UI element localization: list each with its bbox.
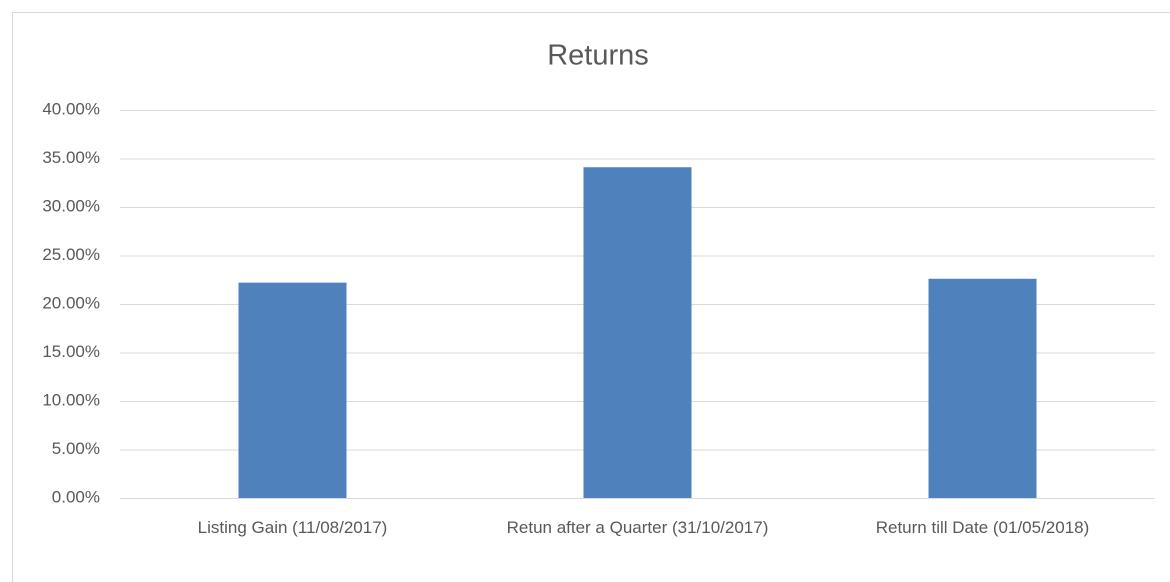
y-tick-label: 5.00% xyxy=(52,439,100,458)
y-tick-label: 20.00% xyxy=(42,293,100,312)
bar xyxy=(238,282,347,498)
bar xyxy=(928,278,1037,498)
x-tick-label: Listing Gain (11/08/2017) xyxy=(197,518,388,537)
x-tick-label: Retun after a Quarter (31/10/2017) xyxy=(506,518,769,537)
chart-title: Returns xyxy=(547,40,649,72)
y-tick-label: 40.00% xyxy=(42,99,100,118)
bar xyxy=(583,167,692,499)
y-tick-label: 15.00% xyxy=(42,342,100,361)
y-tick-label: 10.00% xyxy=(42,390,100,409)
x-tick-label: Return till Date (01/05/2018) xyxy=(875,518,1090,537)
y-tick-label: 30.00% xyxy=(42,196,100,215)
y-tick-label: 35.00% xyxy=(42,148,100,167)
y-tick-label: 0.00% xyxy=(52,487,100,506)
y-tick-label: 25.00% xyxy=(42,245,100,264)
